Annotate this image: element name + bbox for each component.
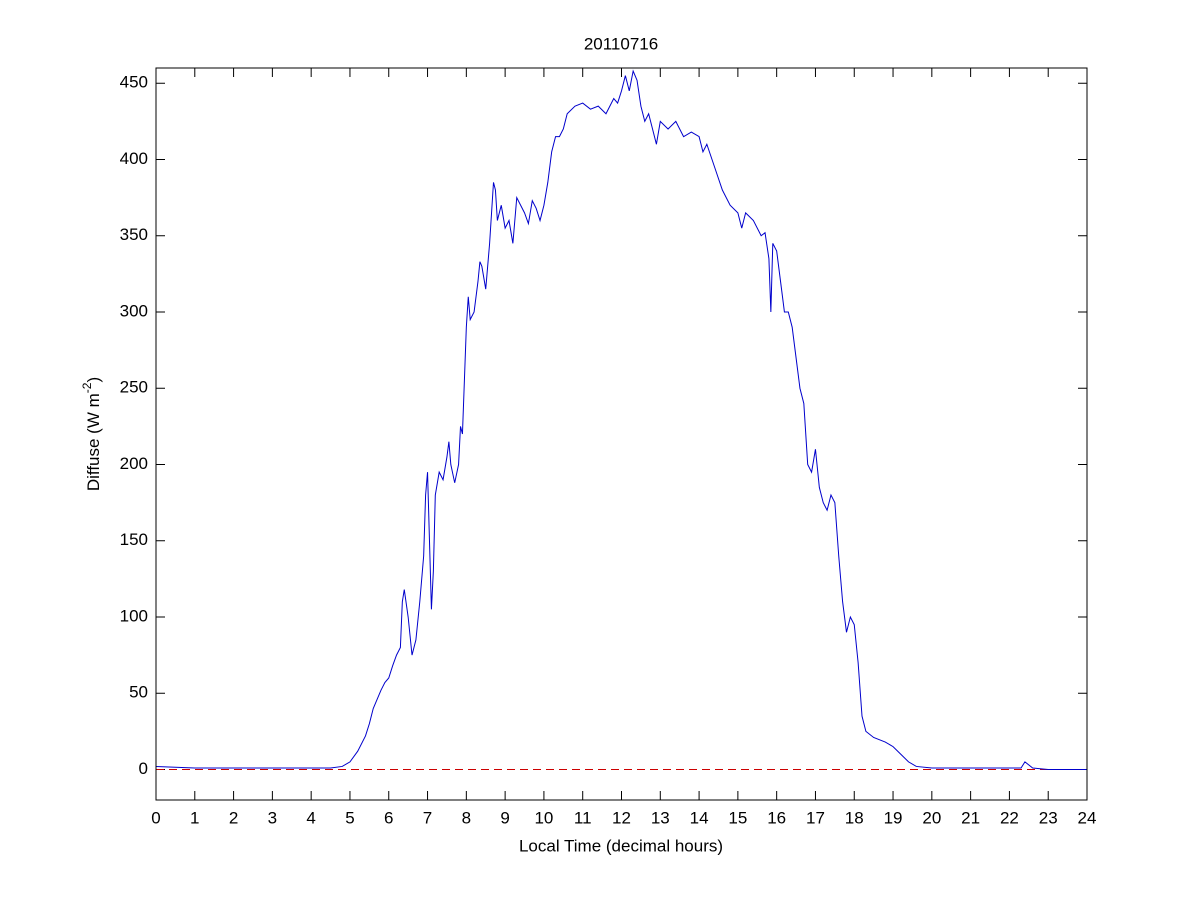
x-tick-label: 23: [1039, 808, 1058, 827]
x-tick-label: 1: [190, 808, 199, 827]
x-tick-label: 2: [229, 808, 238, 827]
x-tick-label: 12: [612, 808, 631, 827]
x-tick-label: 4: [306, 808, 315, 827]
y-tick-label: 300: [120, 301, 148, 320]
x-tick-label: 24: [1078, 808, 1097, 827]
x-tick-label: 5: [345, 808, 354, 827]
y-tick-label: 250: [120, 378, 148, 397]
y-label-text: Diffuse (W m: [84, 393, 103, 491]
data-line: [155, 69, 1087, 770]
y-tick-label: 400: [120, 149, 148, 168]
x-tick-label: 19: [884, 808, 903, 827]
x-tick-label: 21: [961, 808, 980, 827]
x-tick-label: 6: [384, 808, 393, 827]
y-tick-label: 200: [120, 454, 148, 473]
y-tick-label: 450: [120, 73, 148, 92]
x-tick-label: 3: [268, 808, 277, 827]
x-tick-label: 13: [651, 808, 670, 827]
x-axis-label: Local Time (decimal hours): [519, 836, 723, 855]
plot-frame: [155, 67, 1088, 801]
y-tick-label: 50: [129, 683, 148, 702]
y-tick-label: 150: [120, 530, 148, 549]
y-tick-label: 100: [120, 606, 148, 625]
y-label-superscript: -2: [80, 382, 94, 393]
y-tick-label: 350: [120, 225, 148, 244]
y-tick-label: 0: [139, 759, 148, 778]
x-tick-label: 16: [767, 808, 786, 827]
y-label-suffix: ): [84, 377, 103, 383]
x-tick-label: 11: [574, 808, 592, 827]
y-axis-label: Diffuse (W m-2): [80, 377, 103, 491]
x-tick-label: 20: [922, 808, 941, 827]
x-tick-label: 22: [1000, 808, 1019, 827]
x-tick-label: 18: [845, 808, 864, 827]
x-tick-label: 15: [728, 808, 747, 827]
x-tick-label: 7: [423, 808, 432, 827]
x-tick-label: 14: [690, 808, 709, 827]
x-tick-label: 0: [151, 808, 160, 827]
x-tick-label: 8: [462, 808, 471, 827]
x-tick-label: 10: [534, 808, 553, 827]
chart-title: 20110716: [584, 34, 658, 53]
x-tick-label: 9: [500, 808, 509, 827]
x-tick-label: 17: [806, 808, 825, 827]
